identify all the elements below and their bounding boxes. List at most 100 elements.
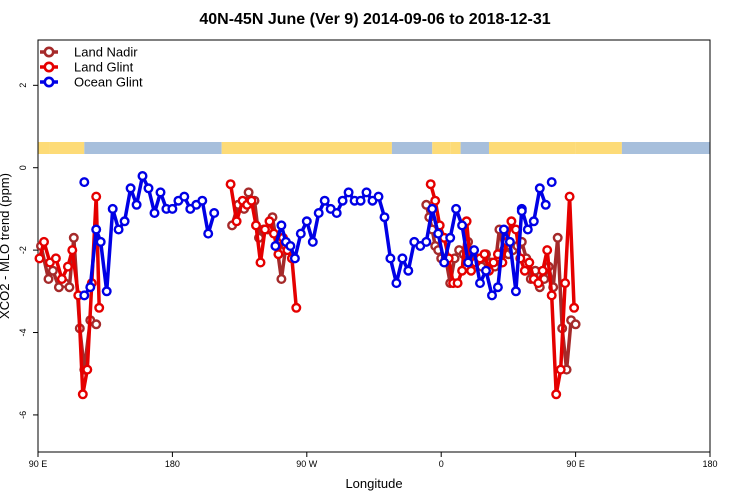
point-ocean-glint-0-10 bbox=[137, 170, 148, 181]
point-land-glint-2-9 bbox=[466, 265, 477, 276]
point-ocean-glint-1-30 bbox=[445, 232, 456, 243]
point-ocean-glint-0-1 bbox=[85, 282, 96, 293]
point-ocean-glint-0-22 bbox=[209, 207, 220, 218]
point-ocean-glint-0-4 bbox=[101, 286, 112, 297]
point-ocean-glint-1-18 bbox=[373, 191, 384, 202]
point-land-nadir-0-10 bbox=[91, 319, 102, 330]
legend-label-land-nadir: Land Nadir bbox=[74, 45, 138, 60]
chart-title: 40N-45N June (Ver 9) 2014-09-06 to 2018-… bbox=[199, 11, 550, 28]
point-ocean-glint-0-3 bbox=[95, 236, 106, 247]
plot-frame bbox=[37, 39, 711, 453]
y-axis-label: XCO2 - MLO trend (ppm) bbox=[0, 173, 12, 319]
mask-land-8 bbox=[488, 142, 576, 154]
point-land-glint-0-9 bbox=[82, 364, 93, 375]
point-ocean-glint-0-8 bbox=[125, 183, 136, 194]
isolated-point-2 bbox=[516, 205, 527, 216]
point-land-nadir-1-10 bbox=[276, 274, 287, 285]
mask-land-3 bbox=[221, 142, 392, 154]
point-land-glint-2-31 bbox=[564, 191, 575, 202]
point-land-glint-2-18 bbox=[506, 216, 517, 227]
point-land-glint-0-3 bbox=[50, 253, 61, 264]
point-ocean-glint-1-28 bbox=[433, 228, 444, 239]
point-ocean-glint-1-35 bbox=[475, 278, 486, 289]
legend-item-land-glint: Land Glint bbox=[40, 60, 134, 75]
point-ocean-glint-0-15 bbox=[167, 203, 178, 214]
point-land-glint-2-21 bbox=[519, 265, 530, 276]
series-line-land-glint-0 bbox=[37, 194, 101, 397]
point-ocean-glint-1-38 bbox=[492, 282, 503, 293]
point-land-glint-2-1 bbox=[430, 195, 441, 206]
point-ocean-glint-1-5 bbox=[295, 228, 306, 239]
point-land-nadir-0-1 bbox=[43, 274, 54, 285]
point-land-nadir-0-2 bbox=[47, 265, 58, 276]
mask-land-5 bbox=[432, 142, 451, 154]
point-ocean-glint-0-9 bbox=[131, 199, 142, 210]
point-ocean-glint-0-5 bbox=[107, 203, 118, 214]
legend-label-ocean-glint: Ocean Glint bbox=[74, 75, 143, 90]
point-land-nadir-2-31 bbox=[552, 232, 563, 243]
point-land-glint-2-26 bbox=[542, 245, 553, 256]
point-land-nadir-2-35 bbox=[570, 319, 581, 330]
x-tick-label-1: 180 bbox=[165, 459, 180, 469]
point-land-glint-0-5 bbox=[62, 261, 73, 272]
mask-ocean-4 bbox=[391, 142, 433, 154]
mask-land-9 bbox=[575, 142, 622, 154]
point-land-nadir-0-6 bbox=[68, 232, 79, 243]
point-land-glint-2-7 bbox=[457, 265, 468, 276]
point-land-glint-2-29 bbox=[555, 364, 566, 375]
point-land-glint-1-8 bbox=[264, 216, 275, 227]
point-ocean-glint-1-36 bbox=[481, 265, 492, 276]
legend-marker-ocean-glint bbox=[43, 76, 55, 88]
point-land-glint-0-4 bbox=[56, 274, 67, 285]
point-land-glint-1-10 bbox=[273, 249, 284, 260]
series-layer bbox=[34, 170, 581, 400]
point-land-glint-0-8 bbox=[77, 389, 88, 400]
point-ocean-glint-1-23 bbox=[403, 265, 414, 276]
point-land-glint-2-12 bbox=[479, 249, 490, 260]
point-ocean-glint-1-34 bbox=[469, 245, 480, 256]
point-ocean-glint-1-37 bbox=[487, 290, 498, 301]
mask-land-0 bbox=[38, 142, 50, 154]
x-axis-label: Longitude bbox=[345, 476, 402, 491]
point-land-nadir-0-5 bbox=[64, 282, 75, 293]
point-ocean-glint-1-19 bbox=[379, 212, 390, 223]
isolated-point-0 bbox=[79, 177, 90, 188]
x-tick-label-3: 0 bbox=[439, 459, 444, 469]
y-tick-label-3: 0 bbox=[18, 165, 28, 170]
point-land-glint-1-5 bbox=[250, 220, 261, 231]
point-ocean-glint-1-3 bbox=[285, 240, 296, 251]
x-tick-label-0: 90 E bbox=[29, 459, 48, 469]
mask-ocean-7 bbox=[460, 142, 489, 154]
point-ocean-glint-1-7 bbox=[307, 236, 318, 247]
point-ocean-glint-1-4 bbox=[289, 253, 300, 264]
legend-marker-land-glint bbox=[43, 61, 55, 73]
y-tick-label-4: 2 bbox=[18, 83, 28, 88]
point-ocean-glint-1-46 bbox=[540, 199, 551, 210]
point-land-nadir-1-3 bbox=[243, 187, 254, 198]
legend-marker-land-nadir bbox=[43, 46, 55, 58]
y-tick-label-2: -2 bbox=[18, 246, 28, 254]
point-land-glint-2-27 bbox=[546, 290, 557, 301]
point-ocean-glint-1-41 bbox=[510, 286, 521, 297]
point-land-glint-0-11 bbox=[91, 191, 102, 202]
point-ocean-glint-0-0 bbox=[79, 290, 90, 301]
point-ocean-glint-1-20 bbox=[385, 253, 396, 264]
x-axis: 90 E 180 90 W 0 90 E 180 bbox=[29, 452, 718, 469]
series-line-ocean-glint-0 bbox=[82, 174, 216, 298]
point-land-glint-2-6 bbox=[452, 278, 463, 289]
point-ocean-glint-0-7 bbox=[119, 216, 130, 227]
mask-land-1 bbox=[49, 142, 85, 154]
point-ocean-glint-1-44 bbox=[528, 216, 539, 227]
series-land-glint bbox=[34, 179, 580, 400]
y-tick-label-1: -4 bbox=[18, 328, 28, 336]
point-ocean-glint-0-11 bbox=[143, 183, 154, 194]
point-land-glint-2-22 bbox=[524, 257, 535, 268]
point-ocean-glint-1-39 bbox=[498, 224, 509, 235]
y-axis: -6 -4 -2 0 2 bbox=[18, 83, 38, 419]
point-land-glint-1-0 bbox=[225, 179, 236, 190]
point-ocean-glint-0-12 bbox=[149, 207, 160, 218]
point-land-glint-2-25 bbox=[537, 265, 548, 276]
point-land-glint-0-0 bbox=[34, 253, 45, 264]
point-ocean-glint-1-27 bbox=[427, 203, 438, 214]
